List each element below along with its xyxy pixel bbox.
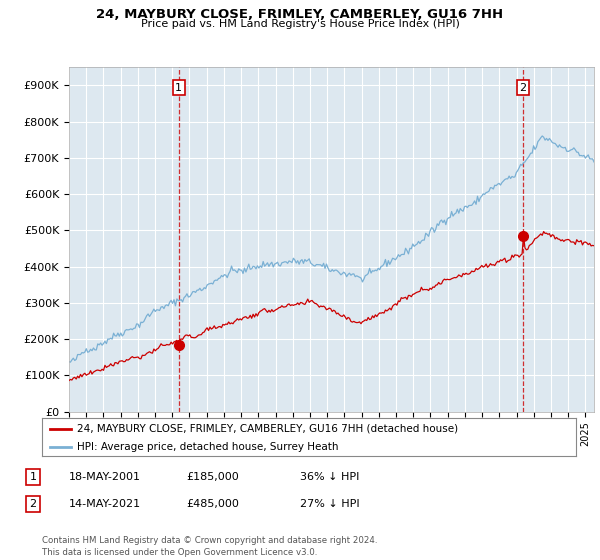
Text: 24, MAYBURY CLOSE, FRIMLEY, CAMBERLEY, GU16 7HH: 24, MAYBURY CLOSE, FRIMLEY, CAMBERLEY, G… xyxy=(97,8,503,21)
Text: £485,000: £485,000 xyxy=(186,499,239,509)
Text: 18-MAY-2001: 18-MAY-2001 xyxy=(69,472,141,482)
Text: 2: 2 xyxy=(520,83,526,93)
Text: Price paid vs. HM Land Registry's House Price Index (HPI): Price paid vs. HM Land Registry's House … xyxy=(140,19,460,29)
Text: 1: 1 xyxy=(29,472,37,482)
Text: 36% ↓ HPI: 36% ↓ HPI xyxy=(300,472,359,482)
Text: £185,000: £185,000 xyxy=(186,472,239,482)
Text: 24, MAYBURY CLOSE, FRIMLEY, CAMBERLEY, GU16 7HH (detached house): 24, MAYBURY CLOSE, FRIMLEY, CAMBERLEY, G… xyxy=(77,423,458,433)
Text: 27% ↓ HPI: 27% ↓ HPI xyxy=(300,499,359,509)
Text: 14-MAY-2021: 14-MAY-2021 xyxy=(69,499,141,509)
Text: Contains HM Land Registry data © Crown copyright and database right 2024.
This d: Contains HM Land Registry data © Crown c… xyxy=(42,536,377,557)
Text: 1: 1 xyxy=(175,83,182,93)
Text: HPI: Average price, detached house, Surrey Heath: HPI: Average price, detached house, Surr… xyxy=(77,442,338,452)
Text: 2: 2 xyxy=(29,499,37,509)
